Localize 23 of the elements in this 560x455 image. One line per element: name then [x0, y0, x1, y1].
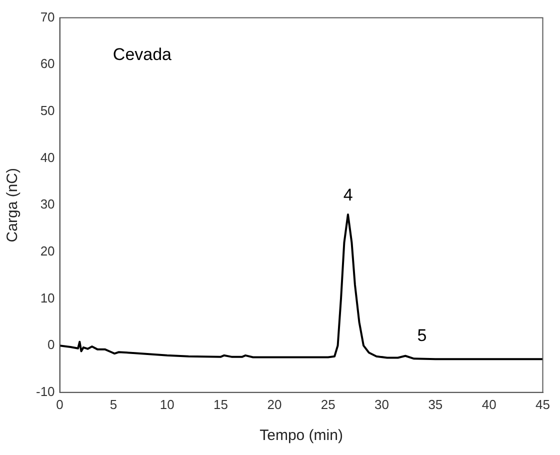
- y-tick-label: 20: [40, 244, 55, 259]
- x-tick-label: 40: [482, 396, 496, 412]
- y-tick-label: 30: [40, 196, 55, 212]
- y-tick-label: -10: [36, 384, 55, 399]
- annotation: Cevada: [112, 44, 172, 64]
- y-tick-label: 70: [40, 9, 55, 24]
- x-tick-label: 15: [214, 396, 228, 412]
- x-tick-label: 25: [320, 396, 336, 412]
- y-tick-label: 10: [40, 290, 55, 306]
- x-tick-label: 30: [374, 396, 390, 412]
- annotation: 5: [417, 326, 427, 345]
- x-axis-title: Tempo (min): [260, 427, 343, 444]
- annotation: 4: [343, 185, 353, 204]
- x-tick-label: 10: [160, 396, 174, 412]
- x-tick-label: 35: [428, 396, 443, 412]
- y-tick-label: 40: [40, 150, 55, 165]
- y-axis-title: Carga (nC): [4, 168, 22, 242]
- x-tick-label: 5: [110, 396, 118, 412]
- y-tick-label: 50: [40, 103, 55, 118]
- x-tick-label: 20: [267, 396, 282, 412]
- y-tick-label: 0: [48, 337, 55, 352]
- x-tick-label: 45: [536, 396, 550, 412]
- y-tick-label: 60: [40, 56, 55, 72]
